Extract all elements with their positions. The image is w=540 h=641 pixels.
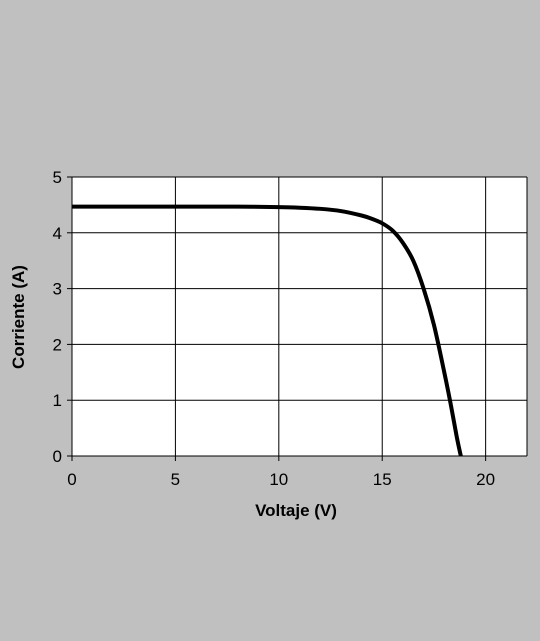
y-tick-label-5: 5 bbox=[53, 168, 62, 187]
y-tick-label-0: 0 bbox=[53, 447, 62, 466]
y-tick-label-2: 2 bbox=[53, 335, 62, 354]
x-tick-label-5: 5 bbox=[171, 470, 180, 489]
y-tick-label-1: 1 bbox=[53, 391, 62, 410]
x-tick-label-15: 15 bbox=[373, 470, 392, 489]
x-tick-label-10: 10 bbox=[269, 470, 288, 489]
series-layer bbox=[72, 204, 463, 457]
x-axis-title: Voltaje (V) bbox=[255, 501, 337, 520]
plot-area bbox=[72, 177, 527, 456]
series-line-i-v bbox=[72, 204, 463, 457]
x-tick-label-0: 0 bbox=[67, 470, 76, 489]
y-tick-label-3: 3 bbox=[53, 280, 62, 299]
tick-labels: 0 1 2 3 4 5 0 5 10 15 20 bbox=[53, 168, 496, 489]
axes bbox=[67, 176, 527, 461]
x-tick-label-20: 20 bbox=[476, 470, 495, 489]
y-tick-label-4: 4 bbox=[53, 224, 62, 243]
y-axis-title: Corriente (A) bbox=[9, 265, 28, 369]
grid-lines bbox=[72, 176, 528, 456]
